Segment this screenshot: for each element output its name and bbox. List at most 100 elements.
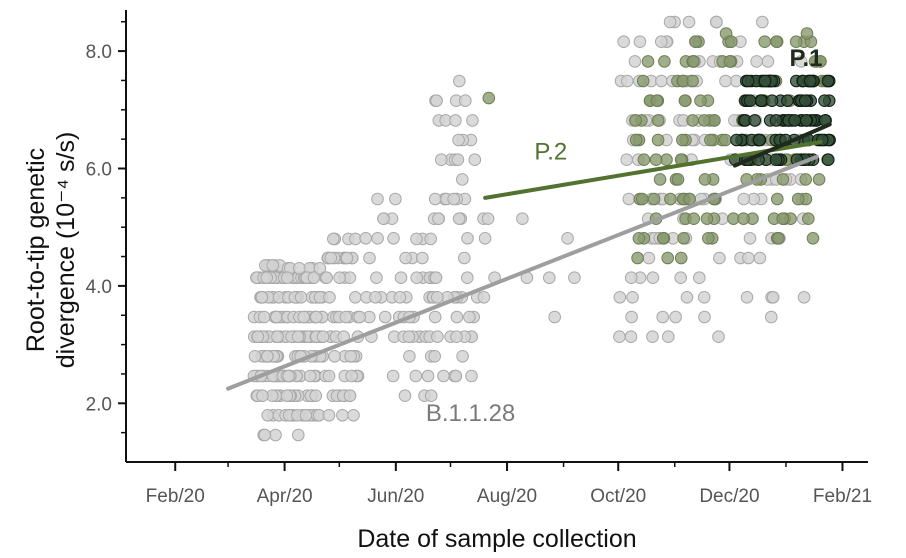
data-point-p2 (799, 173, 813, 186)
points-layer (247, 15, 836, 442)
data-point-b1128 (421, 369, 435, 383)
data-point-b1128 (753, 251, 767, 265)
data-point-p1 (748, 114, 762, 127)
data-point-b1128 (478, 232, 492, 245)
data-point-b1128 (428, 192, 442, 206)
data-point-b1128 (481, 212, 495, 225)
data-point-b1128 (750, 55, 763, 68)
data-point-b1128 (428, 310, 442, 324)
data-point-b1128 (409, 369, 423, 383)
data-point-b1128 (371, 192, 384, 206)
data-point-b1128 (398, 389, 412, 403)
data-point-p2 (653, 173, 667, 186)
data-point-b1128 (339, 310, 353, 324)
data-point-b1128 (369, 291, 382, 304)
data-point-b1128 (257, 310, 271, 324)
data-point-b1128 (655, 74, 668, 88)
data-point-b1128 (693, 271, 706, 285)
y-tick-label: 8.0 (86, 42, 112, 63)
series-label-b1128: B.1.1.28 (426, 400, 515, 427)
data-point-b1128 (461, 271, 474, 285)
data-point-b1128 (655, 35, 668, 49)
data-point-p2 (664, 192, 677, 206)
data-point-b1128 (255, 291, 269, 304)
data-point-b1128 (343, 389, 357, 403)
data-point-b1128 (656, 310, 670, 324)
data-point-b1128 (669, 310, 682, 324)
data-point-p2 (687, 55, 700, 68)
data-point-p2 (771, 192, 784, 206)
data-point-b1128 (766, 291, 780, 304)
data-point-b1128 (642, 251, 656, 265)
data-point-b1128 (680, 291, 694, 304)
data-point-b1128 (450, 330, 463, 344)
data-point-b1128 (410, 232, 423, 246)
data-point-p2 (723, 55, 737, 68)
data-point-p2 (671, 173, 685, 186)
data-point-b1128 (431, 330, 444, 344)
data-point-b1128 (710, 15, 723, 29)
data-point-p2 (687, 212, 701, 225)
data-point-b1128 (345, 369, 359, 383)
data-point-p2 (806, 232, 820, 245)
data-point-p2 (700, 212, 714, 225)
data-point-b1128 (322, 409, 336, 422)
data-point-p2 (635, 192, 649, 206)
data-point-b1128 (477, 291, 491, 304)
axes-layer (125, 10, 868, 463)
data-point-p1 (755, 94, 768, 107)
data-point-b1128 (328, 350, 341, 363)
data-point-b1128 (377, 212, 390, 225)
data-point-b1128 (697, 291, 711, 304)
data-point-b1128 (424, 389, 438, 403)
data-point-p2 (702, 232, 715, 245)
data-point-b1128 (363, 251, 376, 265)
data-point-b1128 (625, 310, 638, 324)
data-point-b1128 (313, 262, 327, 275)
x-tick-label: Aug/20 (477, 486, 537, 507)
data-point-b1128 (465, 369, 478, 383)
data-point-b1128 (303, 369, 317, 383)
data-point-b1128 (403, 350, 416, 363)
data-point-b1128 (340, 251, 354, 265)
data-point-b1128 (756, 15, 769, 29)
data-point-b1128 (271, 330, 284, 344)
data-point-b1128 (270, 310, 283, 324)
data-point-b1128 (310, 310, 323, 324)
data-point-p2 (812, 173, 826, 186)
data-point-p2 (776, 212, 790, 225)
data-point-b1128 (468, 153, 482, 166)
data-point-p2 (658, 55, 671, 68)
data-point-b1128 (269, 428, 282, 442)
data-point-p2 (686, 74, 699, 88)
data-point-b1128 (437, 369, 450, 383)
x-axis-title: Date of sample collection (357, 525, 636, 553)
data-point-p1 (804, 74, 817, 88)
data-point-p1 (818, 94, 831, 107)
data-point-b1128 (712, 330, 725, 344)
data-point-b1128 (394, 271, 408, 285)
data-point-p2 (629, 114, 643, 127)
data-point-b1128 (378, 310, 392, 324)
data-point-b1128 (516, 212, 529, 225)
data-point-b1128 (266, 259, 280, 272)
data-point-b1128 (333, 271, 346, 285)
data-point-b1128 (297, 310, 311, 324)
data-point-p2 (800, 27, 814, 40)
data-point-b1128 (410, 271, 424, 285)
data-point-b1128 (449, 369, 463, 383)
data-point-p1 (758, 74, 772, 88)
data-point-b1128 (794, 55, 808, 68)
data-point-b1128 (429, 271, 443, 285)
data-point-p1 (799, 114, 813, 127)
data-point-b1128 (765, 310, 778, 324)
data-point-b1128 (294, 291, 308, 304)
data-point-p2 (629, 133, 643, 147)
data-point-p1 (769, 114, 783, 127)
data-point-b1128 (626, 291, 639, 304)
data-point-b1128 (432, 212, 445, 225)
data-point-p2 (789, 35, 803, 49)
data-point-p2 (791, 192, 805, 206)
data-point-p2 (686, 114, 699, 127)
data-point-b1128 (353, 310, 367, 324)
